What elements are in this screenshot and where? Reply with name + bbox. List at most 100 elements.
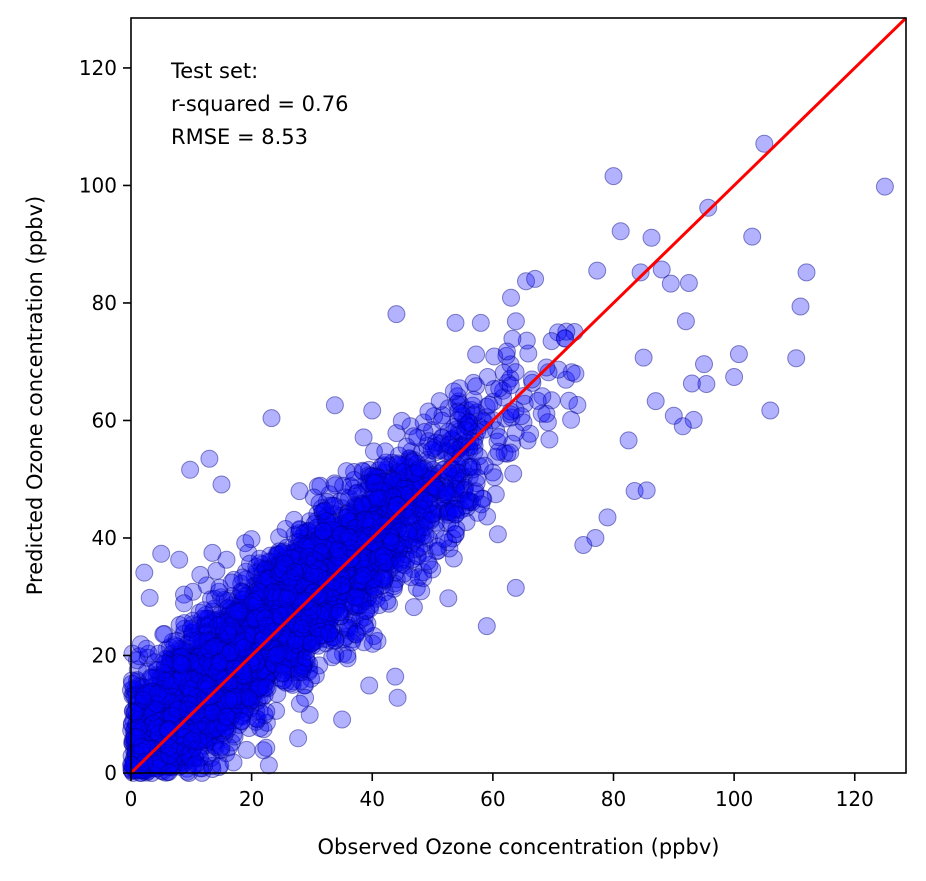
scatter-point <box>676 312 695 331</box>
scatter-point <box>549 360 568 379</box>
scatter-point <box>166 663 185 682</box>
scatter-point <box>217 698 236 717</box>
scatter-point <box>502 408 521 427</box>
scatter-point <box>299 594 318 613</box>
scatter-point <box>588 261 607 280</box>
scatter-point <box>266 588 285 607</box>
scatter-point <box>320 624 339 643</box>
scatter-point <box>457 411 476 430</box>
scatter-point <box>248 576 267 595</box>
scatter-points <box>122 134 894 782</box>
scatter-point <box>322 621 341 639</box>
scatter-point <box>468 503 487 522</box>
scatter-point <box>457 415 475 434</box>
scatter-point <box>222 733 241 752</box>
scatter-point <box>312 605 331 624</box>
scatter-point <box>586 529 605 547</box>
scatter-point <box>211 756 230 775</box>
scatter-point <box>283 663 302 682</box>
scatter-point <box>198 687 217 705</box>
scatter-point <box>345 463 364 481</box>
scatter-point <box>268 645 287 664</box>
scatter-point <box>332 553 351 572</box>
scatter-point <box>411 471 430 490</box>
scatter-point <box>291 671 310 690</box>
scatter-point <box>257 582 276 601</box>
scatter-point <box>157 640 176 659</box>
scatter-point <box>427 437 446 455</box>
scatter-point <box>226 711 245 730</box>
scatter-point <box>294 574 313 593</box>
scatter-point <box>213 611 232 629</box>
scatter-point <box>478 507 497 526</box>
scatter-point <box>230 701 249 720</box>
scatter-point <box>198 701 217 719</box>
scatter-point <box>333 568 352 587</box>
scatter-point <box>301 578 320 597</box>
scatter-point <box>301 615 319 634</box>
scatter-point <box>219 631 237 650</box>
scatter-point <box>324 582 343 601</box>
scatter-point <box>343 572 362 591</box>
scatter-point <box>171 721 190 739</box>
scatter-point <box>388 496 407 515</box>
scatter-point <box>449 422 468 441</box>
scatter-point <box>182 731 201 750</box>
scatter-point <box>154 625 173 644</box>
scatter-point <box>325 577 344 596</box>
scatter-point <box>341 522 360 541</box>
scatter-point <box>165 717 184 736</box>
scatter-point <box>370 596 389 615</box>
scatter-point <box>140 730 158 749</box>
scatter-point <box>195 756 214 775</box>
scatter-point <box>333 499 351 518</box>
scatter-point <box>228 650 246 669</box>
scatter-point <box>288 580 307 599</box>
scatter-point <box>528 391 547 410</box>
scatter-point <box>444 429 463 448</box>
scatter-point <box>311 611 329 630</box>
scatter-point <box>178 738 197 757</box>
scatter-point <box>320 593 339 612</box>
scatter-point <box>199 731 218 750</box>
scatter-point <box>199 609 218 628</box>
scatter-point <box>173 689 192 707</box>
scatter-point <box>359 473 378 492</box>
scatter-point <box>402 442 421 461</box>
scatter-point <box>200 449 219 468</box>
scatter-point <box>146 743 165 762</box>
scatter-point <box>361 493 380 512</box>
scatter-point <box>339 520 358 539</box>
scatter-point <box>229 603 248 622</box>
scatter-point <box>287 584 306 603</box>
scatter-point <box>679 274 698 292</box>
scatter-point <box>248 622 266 641</box>
scatter-point <box>143 741 161 760</box>
scatter-point <box>253 600 272 618</box>
scatter-point <box>642 228 661 247</box>
scatter-point <box>205 733 224 752</box>
scatter-point <box>477 397 496 416</box>
scatter-point <box>199 651 218 670</box>
scatter-point <box>251 634 270 653</box>
scatter-point <box>250 587 269 606</box>
scatter-point <box>165 695 184 714</box>
scatter-point <box>787 349 806 368</box>
scatter-point <box>209 644 227 663</box>
scatter-point <box>222 688 241 707</box>
x-tick-label: 0 <box>125 787 138 811</box>
scatter-point <box>207 647 226 666</box>
scatter-point <box>425 484 443 503</box>
scatter-point <box>128 743 147 762</box>
scatter-point <box>170 693 189 712</box>
scatter-point <box>187 714 206 733</box>
scatter-point <box>483 463 502 482</box>
scatter-point <box>179 686 198 705</box>
scatter-point <box>228 634 247 653</box>
scatter-point <box>286 563 305 581</box>
scatter-point <box>393 494 412 513</box>
scatter-point <box>209 636 228 655</box>
scatter-point <box>134 749 153 768</box>
scatter-point <box>149 734 167 752</box>
scatter-point <box>791 297 810 316</box>
